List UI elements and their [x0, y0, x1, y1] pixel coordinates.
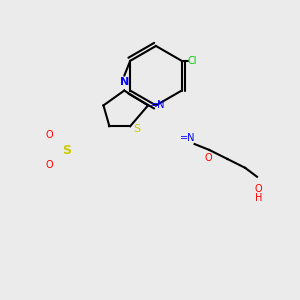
Text: S: S [62, 143, 71, 157]
Text: Cl: Cl [188, 56, 197, 66]
Text: O: O [45, 130, 53, 140]
Text: O: O [255, 184, 262, 194]
Text: H: H [255, 193, 262, 203]
Text: =N: =N [180, 133, 195, 143]
Text: O: O [204, 153, 212, 163]
Text: O: O [45, 160, 53, 170]
Text: S: S [133, 124, 140, 134]
Text: N: N [120, 76, 129, 87]
Text: =N: =N [149, 100, 165, 110]
